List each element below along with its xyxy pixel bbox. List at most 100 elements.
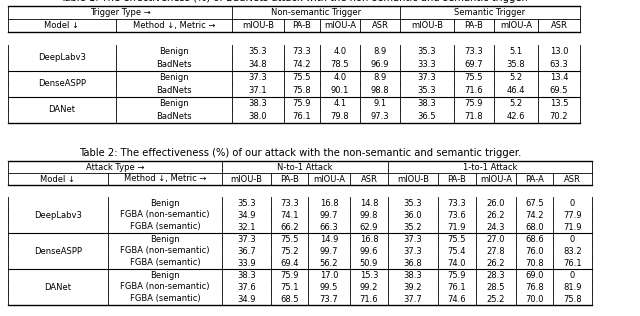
- Text: 71.6: 71.6: [465, 86, 483, 95]
- Text: 28.5: 28.5: [487, 283, 505, 291]
- Text: Table 1: The effectiveness (%) of BadNets attack with the non-semantic and seman: Table 1: The effectiveness (%) of BadNet…: [60, 0, 528, 3]
- Text: 63.3: 63.3: [550, 60, 568, 69]
- Text: 62.9: 62.9: [360, 222, 378, 232]
- Text: 71.9: 71.9: [563, 222, 582, 232]
- Text: Method ↓, Metric →: Method ↓, Metric →: [133, 21, 215, 30]
- Text: 33.3: 33.3: [418, 60, 436, 69]
- Text: 37.6: 37.6: [237, 283, 256, 291]
- Text: 76.0: 76.0: [525, 246, 544, 256]
- Text: mIOU-B: mIOU-B: [397, 174, 429, 184]
- Text: N-to-1 Attack: N-to-1 Attack: [277, 162, 333, 172]
- Text: 36.0: 36.0: [404, 210, 422, 220]
- Text: 35.3: 35.3: [404, 198, 422, 208]
- Text: DeepLabv3: DeepLabv3: [38, 53, 86, 63]
- Text: 42.6: 42.6: [507, 112, 525, 121]
- Text: 36.7: 36.7: [237, 246, 256, 256]
- Text: 97.3: 97.3: [371, 112, 389, 121]
- Text: 37.1: 37.1: [249, 86, 268, 95]
- Text: 5.2: 5.2: [509, 99, 523, 108]
- Text: 5.1: 5.1: [509, 47, 523, 56]
- Text: 71.6: 71.6: [360, 295, 378, 303]
- Text: mIOU-B: mIOU-B: [242, 21, 274, 30]
- Text: 83.2: 83.2: [563, 246, 582, 256]
- Text: 70.8: 70.8: [525, 258, 544, 268]
- Text: 37.7: 37.7: [404, 295, 422, 303]
- Text: 99.5: 99.5: [320, 283, 338, 291]
- Text: Benign: Benign: [159, 73, 189, 82]
- Text: 37.3: 37.3: [404, 246, 422, 256]
- Text: 75.5: 75.5: [280, 234, 299, 244]
- Text: 14.8: 14.8: [360, 198, 378, 208]
- Text: 98.8: 98.8: [371, 86, 389, 95]
- Text: 67.5: 67.5: [525, 198, 544, 208]
- Text: 78.5: 78.5: [331, 60, 349, 69]
- Text: 50.9: 50.9: [360, 258, 378, 268]
- Text: 75.8: 75.8: [292, 86, 311, 95]
- Text: DeepLabv3: DeepLabv3: [34, 210, 82, 220]
- Text: 99.7: 99.7: [320, 246, 339, 256]
- Text: Benign: Benign: [150, 270, 180, 279]
- Text: 76.1: 76.1: [563, 258, 582, 268]
- Text: 69.0: 69.0: [525, 270, 544, 279]
- Text: PA-B: PA-B: [465, 21, 483, 30]
- Text: mIOU-B: mIOU-B: [411, 21, 443, 30]
- Text: ASR: ASR: [372, 21, 388, 30]
- Text: PA-B: PA-B: [280, 174, 299, 184]
- Text: 38.3: 38.3: [404, 270, 422, 279]
- Text: 39.2: 39.2: [404, 283, 422, 291]
- Text: 74.0: 74.0: [448, 258, 467, 268]
- Text: Model ↓: Model ↓: [40, 174, 76, 184]
- Text: Model ↓: Model ↓: [45, 21, 79, 30]
- Text: FGBA (semantic): FGBA (semantic): [130, 295, 200, 303]
- Text: 75.5: 75.5: [448, 234, 467, 244]
- Text: FGBA (semantic): FGBA (semantic): [130, 222, 200, 232]
- Text: 4.0: 4.0: [333, 73, 347, 82]
- Text: 38.3: 38.3: [248, 99, 268, 108]
- Text: DANet: DANet: [45, 283, 72, 291]
- Text: 79.8: 79.8: [331, 112, 349, 121]
- Text: Attack Type →: Attack Type →: [86, 162, 144, 172]
- Text: ASR: ASR: [564, 174, 581, 184]
- Text: 75.5: 75.5: [292, 73, 311, 82]
- Text: DANet: DANet: [49, 106, 76, 114]
- Text: 70.2: 70.2: [550, 112, 568, 121]
- Text: 69.4: 69.4: [280, 258, 299, 268]
- Text: 35.8: 35.8: [507, 60, 525, 69]
- Text: 8.9: 8.9: [373, 47, 387, 56]
- Text: 9.1: 9.1: [373, 99, 387, 108]
- Text: 27.8: 27.8: [486, 246, 506, 256]
- Text: 26.2: 26.2: [487, 258, 505, 268]
- Text: 34.9: 34.9: [237, 295, 256, 303]
- Text: 56.2: 56.2: [320, 258, 339, 268]
- Text: Table 2: The effectiveness (%) of our attack with the non-semantic and semantic : Table 2: The effectiveness (%) of our at…: [79, 148, 521, 158]
- Text: mIOU-A: mIOU-A: [480, 174, 512, 184]
- Text: PA-B: PA-B: [292, 21, 312, 30]
- Text: 35.3: 35.3: [418, 47, 436, 56]
- Text: FGBA (semantic): FGBA (semantic): [130, 258, 200, 268]
- Text: 33.9: 33.9: [237, 258, 256, 268]
- Text: 90.1: 90.1: [331, 86, 349, 95]
- Text: 26.2: 26.2: [487, 210, 505, 220]
- Text: 75.9: 75.9: [292, 99, 311, 108]
- Text: 36.8: 36.8: [404, 258, 422, 268]
- Text: Benign: Benign: [159, 47, 189, 56]
- Text: 68.5: 68.5: [280, 295, 299, 303]
- Text: BadNets: BadNets: [156, 86, 192, 95]
- Text: 96.9: 96.9: [371, 60, 389, 69]
- Text: 27.0: 27.0: [487, 234, 505, 244]
- Text: 37.3: 37.3: [404, 234, 422, 244]
- Text: PA-B: PA-B: [447, 174, 467, 184]
- Text: 76.1: 76.1: [292, 112, 311, 121]
- Text: 99.6: 99.6: [360, 246, 378, 256]
- Text: DenseASPP: DenseASPP: [38, 80, 86, 88]
- Text: 37.3: 37.3: [237, 234, 256, 244]
- Text: 28.3: 28.3: [486, 270, 506, 279]
- Text: 35.2: 35.2: [404, 222, 422, 232]
- Text: 46.4: 46.4: [507, 86, 525, 95]
- Text: 73.6: 73.6: [447, 210, 467, 220]
- Text: 38.3: 38.3: [237, 270, 256, 279]
- Text: 75.2: 75.2: [280, 246, 299, 256]
- Text: 35.3: 35.3: [418, 86, 436, 95]
- Text: Method ↓, Metric →: Method ↓, Metric →: [124, 174, 206, 184]
- Text: 71.9: 71.9: [448, 222, 467, 232]
